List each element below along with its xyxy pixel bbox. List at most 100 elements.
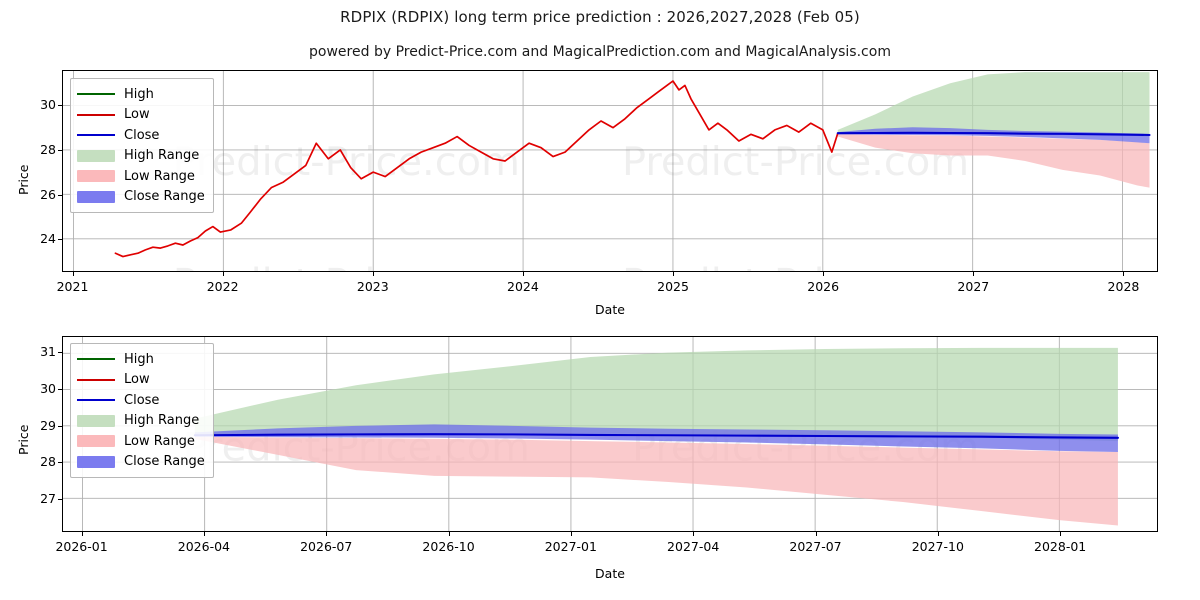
detail-legend-label: Close	[124, 392, 160, 408]
overview-y-tick-label: 28	[40, 141, 56, 157]
detail-y-tick-label: 29	[40, 417, 56, 433]
overview-watermark: Predict-Price.com	[622, 261, 969, 271]
detail-x-tick-label: 2026-10	[422, 539, 475, 554]
detail-y-tick-label: 28	[40, 454, 56, 470]
detail-legend-item: Close	[77, 390, 205, 411]
detail-x-tick-label: 2026-07	[300, 539, 353, 554]
overview-x-tick-label: 2023	[356, 279, 389, 294]
overview-y-tick-mark	[58, 149, 62, 151]
overview-legend-label: Close Range	[124, 189, 205, 205]
detail-y-tick-label: 30	[40, 381, 56, 397]
detail-band-low-range	[194, 436, 1118, 526]
overview-legend-label: Close	[124, 127, 160, 143]
overview-x-tick-label: 2024	[507, 279, 539, 294]
overview-legend-swatch-icon	[77, 88, 115, 101]
detail-x-tick-mark	[1060, 532, 1062, 536]
detail-x-tick-label: 2027-01	[544, 539, 597, 554]
detail-x-tick-mark	[203, 532, 205, 536]
overview-x-tick-label: 2027	[957, 279, 990, 294]
detail-x-tick-label: 2026-01	[55, 539, 108, 554]
detail-band-close-range	[194, 424, 1118, 452]
overview-x-tick-mark	[72, 272, 74, 276]
overview-legend-item: Low Range	[77, 166, 205, 187]
overview-x-tick-label: 2028	[1107, 279, 1140, 294]
detail-legend-item: High	[77, 349, 205, 370]
overview-band-close-range	[837, 127, 1150, 144]
overview-x-tick-label: 2025	[657, 279, 689, 294]
detail-legend-label: High Range	[124, 413, 200, 429]
detail-legend-swatch-icon	[77, 394, 115, 407]
overview-legend-item: Low	[77, 105, 205, 126]
detail-x-tick-mark	[81, 532, 83, 536]
overview-watermark: Predict-Price.com	[173, 261, 520, 271]
detail-legend-swatch-icon	[77, 435, 115, 448]
overview-legend-item: Close Range	[77, 187, 205, 208]
overview-legend-swatch-icon	[77, 170, 115, 183]
detail-legend-item: Low Range	[77, 431, 205, 452]
overview-x-tick-mark	[673, 272, 675, 276]
overview-x-axis-label: Date	[595, 302, 625, 317]
detail-y-tick-mark	[58, 425, 62, 427]
detail-x-tick-mark	[693, 532, 695, 536]
overview-y-tick-mark	[58, 194, 62, 196]
overview-x-tick-mark	[973, 272, 975, 276]
detail-y-tick-mark	[58, 462, 62, 464]
detail-legend-item: Low	[77, 370, 205, 391]
detail-x-tick-mark	[815, 532, 817, 536]
overview-y-tick-mark	[58, 239, 62, 241]
detail-legend-label: Low Range	[124, 433, 195, 449]
overview-x-tick-mark	[522, 272, 524, 276]
overview-plot-svg: Predict-Price.com Predict-Price.com Predic…	[63, 71, 1157, 271]
overview-series-close	[836, 131, 1151, 137]
detail-x-tick-mark	[570, 532, 572, 536]
detail-x-tick-label: 2027-10	[911, 539, 964, 554]
overview-legend-swatch-icon	[77, 108, 115, 121]
detail-legend-swatch-icon	[77, 353, 115, 366]
detail-legend-swatch-icon	[77, 455, 115, 468]
overview-y-tick-mark	[58, 104, 62, 106]
overview-legend-label: High	[124, 86, 154, 102]
overview-legend-label: Low Range	[124, 168, 195, 184]
overview-legend: High Low Close High Range Low Range Close Ran…	[70, 78, 214, 213]
detail-y-tick-mark	[58, 389, 62, 391]
overview-band-low-range	[837, 134, 1150, 188]
overview-y-tick-label: 30	[40, 96, 56, 112]
overview-x-tick-mark	[372, 272, 374, 276]
detail-series-close	[193, 433, 1119, 439]
detail-x-tick-mark	[937, 532, 939, 536]
overview-legend-swatch-icon	[77, 149, 115, 162]
detail-legend-label: Close Range	[124, 454, 205, 470]
overview-legend-item: High	[77, 84, 205, 105]
detail-y-tick-label: 31	[40, 344, 56, 360]
detail-legend-label: High	[124, 351, 154, 367]
detail-x-tick-mark	[326, 532, 328, 536]
overview-x-tick-label: 2022	[206, 279, 239, 294]
detail-x-tick-label: 2026-04	[177, 539, 231, 554]
overview-watermark: Predict-Price.com	[173, 139, 520, 185]
overview-legend-swatch-icon	[77, 190, 115, 203]
detail-band-high-range	[194, 347, 1118, 442]
overview-y-tick-label: 24	[40, 231, 56, 247]
overview-plot-area: Predict-Price.com Predict-Price.com Predic…	[62, 70, 1158, 272]
detail-y-tick-mark	[58, 499, 62, 501]
overview-legend-item: High Range	[77, 146, 205, 167]
detail-legend-label: Low	[124, 372, 150, 388]
overview-series-low	[114, 80, 839, 258]
detail-legend-item: Close Range	[77, 452, 205, 473]
overview-legend-swatch-icon	[77, 129, 115, 142]
detail-x-tick-mark	[448, 532, 450, 536]
overview-band-high-range	[837, 72, 1150, 137]
overview-legend-label: Low	[124, 107, 150, 123]
overview-x-tick-mark	[222, 272, 224, 276]
detail-x-tick-label: 2027-07	[789, 539, 842, 554]
figure-subtitle: powered by Predict-Price.com and Magical…	[309, 44, 891, 60]
overview-x-tick-label: 2026	[807, 279, 840, 294]
figure-title: RDPIX (RDPIX) long term price prediction…	[340, 8, 860, 26]
overview-x-tick-label: 2021	[56, 279, 89, 294]
detail-x-tick-label: 2027-04	[667, 539, 720, 554]
detail-legend-swatch-icon	[77, 414, 115, 427]
detail-legend: High Low Close High Range Low Range Close Ran…	[70, 343, 214, 478]
